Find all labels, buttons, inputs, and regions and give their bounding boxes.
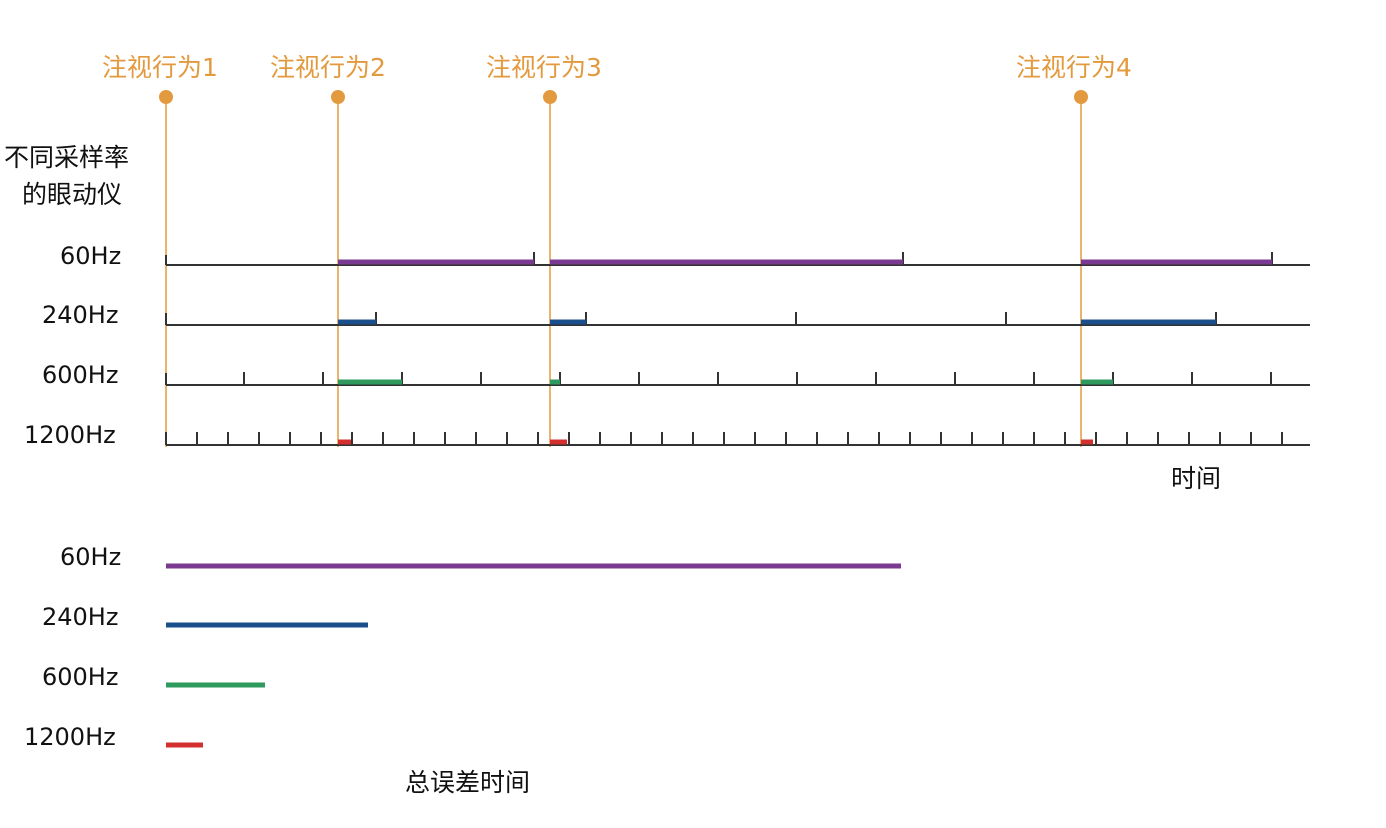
track-240hz: 240Hz: [42, 301, 1310, 329]
fixation-markers: 注视行为1 注视行为2 注视行为3 注视行为4: [102, 53, 1132, 447]
y-axis-title-line-2: 的眼动仪: [22, 180, 122, 209]
tick-marks: [165, 432, 1283, 445]
fixation-label: 注视行为2: [270, 53, 386, 82]
fixation-label: 注视行为1: [102, 53, 218, 82]
fixation-3: 注视行为3: [486, 53, 602, 447]
y-axis-title-line-1: 不同采样率: [4, 143, 129, 172]
time-axis-label: 时间: [1171, 464, 1221, 493]
track-label: 1200Hz: [24, 421, 116, 449]
total-label-240hz: 240Hz: [42, 603, 118, 631]
fixation-label: 注视行为3: [486, 53, 602, 82]
fixation-label: 注视行为4: [1016, 53, 1132, 82]
track-60hz: 60Hz: [60, 242, 1310, 270]
track-label: 600Hz: [42, 361, 118, 389]
fixation-1: 注视行为1: [102, 53, 218, 447]
total-error-label: 总误差时间: [405, 768, 530, 797]
total-label-600hz: 600Hz: [42, 663, 118, 691]
fixation-4: 注视行为4: [1016, 53, 1132, 447]
track-label: 240Hz: [42, 301, 118, 329]
tick-marks: [165, 312, 1217, 325]
track-600hz: 600Hz: [42, 361, 1310, 389]
total-error-bars: 60Hz 240Hz 600Hz 1200Hz: [24, 543, 901, 751]
total-label-1200hz: 1200Hz: [24, 723, 116, 751]
track-1200hz: 1200Hz: [24, 421, 1310, 449]
total-label-60hz: 60Hz: [60, 543, 121, 571]
tick-marks: [165, 372, 1272, 385]
track-label: 60Hz: [60, 242, 121, 270]
fixation-2: 注视行为2: [270, 53, 386, 447]
